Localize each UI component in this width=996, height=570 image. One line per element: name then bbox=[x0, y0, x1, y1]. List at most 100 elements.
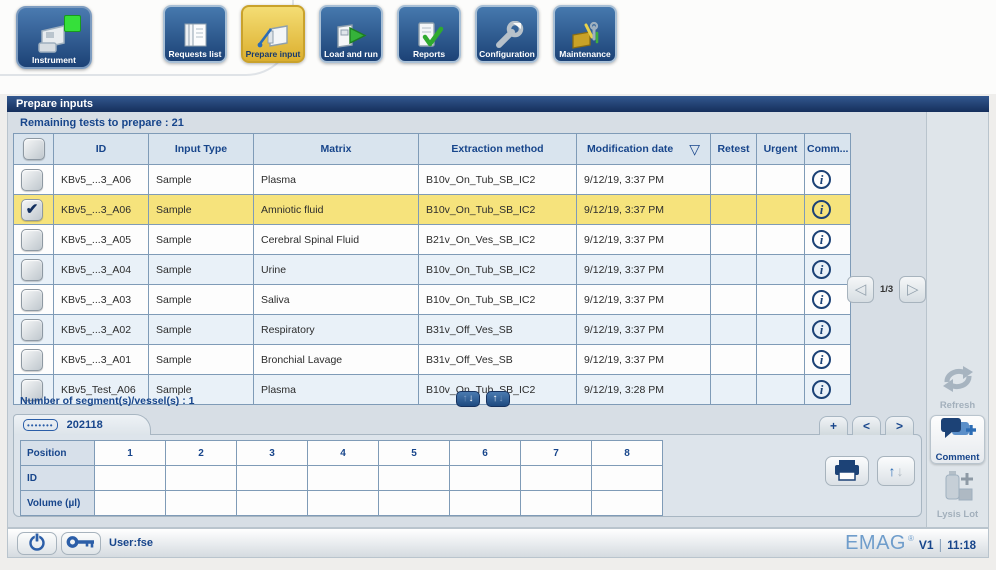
volume-cell[interactable] bbox=[520, 490, 592, 516]
refresh-button[interactable]: Refresh bbox=[930, 362, 985, 411]
row-checkbox[interactable] bbox=[21, 378, 43, 401]
comment-icon bbox=[931, 416, 984, 448]
comment-info-button[interactable]: i bbox=[812, 170, 831, 189]
test-row[interactable]: KBv5_...3_A02 Sample Respiratory B31v_Of… bbox=[13, 314, 852, 345]
test-row[interactable]: KBv5_Test_A06 Sample Plasma B10v_On_Tub_… bbox=[13, 374, 852, 405]
column-header-input-type[interactable]: Input Type bbox=[148, 133, 254, 165]
nav-reports-button[interactable]: Reports bbox=[397, 5, 461, 63]
test-row[interactable]: KBv5_...3_A03 Sample Saliva B10v_On_Tub_… bbox=[13, 284, 852, 315]
lysis-lot-icon bbox=[930, 469, 985, 505]
nav-maintenance-button[interactable]: Maintenance bbox=[553, 5, 617, 63]
segment-tab[interactable]: ••••••• 202118 bbox=[13, 414, 151, 435]
position-cell[interactable]: 3 bbox=[236, 440, 308, 466]
comment-info-button[interactable]: i bbox=[812, 260, 831, 279]
test-row[interactable]: KBv5_...3_A06 Sample Plasma B10v_On_Tub_… bbox=[13, 164, 852, 195]
id-cell[interactable] bbox=[307, 465, 379, 491]
test-row[interactable]: KBv5_...3_A01 Sample Bronchial Lavage B3… bbox=[13, 344, 852, 375]
print-button[interactable] bbox=[825, 456, 869, 486]
transfer-buttons: ↑ ↓ ↑ ↓ bbox=[456, 391, 510, 407]
maintenance-icon bbox=[555, 21, 615, 51]
position-cell[interactable]: 5 bbox=[378, 440, 450, 466]
top-toolbar: Instrument Requests list bbox=[0, 0, 996, 94]
page-next-button[interactable]: ▷ bbox=[899, 276, 927, 303]
column-header-urgent[interactable]: Urgent bbox=[756, 133, 805, 165]
nav-requests-list-button[interactable]: Requests list bbox=[163, 5, 227, 63]
login-key-button[interactable] bbox=[61, 532, 101, 555]
comment-info-button[interactable]: i bbox=[812, 200, 831, 219]
next-tab-button[interactable]: > bbox=[885, 416, 914, 435]
status-bar: User:fse EMAG ® V1 | 11:18 bbox=[7, 528, 989, 558]
test-row-selected[interactable]: ✔ KBv5_...3_A06 Sample Amniotic fluid B1… bbox=[13, 194, 852, 225]
row-checkbox[interactable] bbox=[21, 258, 43, 281]
id-cell[interactable] bbox=[94, 465, 166, 491]
nav-prepare-input-button[interactable]: Prepare input bbox=[241, 5, 305, 63]
page-title: Prepare inputs bbox=[7, 96, 989, 112]
volume-cell[interactable] bbox=[591, 490, 663, 516]
id-cell[interactable] bbox=[236, 465, 308, 491]
column-header-extraction[interactable]: Extraction method bbox=[418, 133, 577, 165]
volume-cell[interactable] bbox=[165, 490, 237, 516]
comment-info-button[interactable]: i bbox=[812, 350, 831, 369]
column-header-id[interactable]: ID bbox=[53, 133, 149, 165]
page-previous-button[interactable]: ◁ bbox=[847, 276, 874, 303]
position-cell[interactable]: 7 bbox=[520, 440, 592, 466]
volume-cell[interactable] bbox=[378, 490, 450, 516]
reorder-updown-button[interactable]: ↑ ↓ bbox=[877, 456, 915, 486]
row-checkbox[interactable] bbox=[21, 348, 43, 371]
volume-cell[interactable] bbox=[236, 490, 308, 516]
segment-tab-label: 202118 bbox=[66, 419, 103, 431]
select-all-checkbox[interactable] bbox=[22, 138, 45, 160]
comment-info-button[interactable]: i bbox=[812, 320, 831, 339]
comment-info-button[interactable]: i bbox=[812, 380, 831, 399]
id-row-header: ID bbox=[20, 465, 95, 491]
segment-dots-icon: ••••••• bbox=[23, 419, 58, 431]
id-cell[interactable] bbox=[520, 465, 592, 491]
position-cell[interactable]: 4 bbox=[307, 440, 379, 466]
lysis-lot-button[interactable]: Lysis Lot bbox=[930, 469, 985, 520]
comment-info-button[interactable]: i bbox=[812, 230, 831, 249]
add-tab-button[interactable]: + bbox=[819, 416, 848, 435]
nav-configuration-button[interactable]: Configuration bbox=[475, 5, 539, 63]
column-header-retest[interactable]: Retest bbox=[710, 133, 757, 165]
nav-buttons: Requests list Prepare input bbox=[163, 5, 617, 63]
previous-tab-button[interactable]: < bbox=[852, 416, 881, 435]
transfer-up-button[interactable]: ↑ ↓ bbox=[486, 391, 510, 407]
column-header-matrix[interactable]: Matrix bbox=[253, 133, 419, 165]
id-cell[interactable] bbox=[591, 465, 663, 491]
id-cell[interactable] bbox=[449, 465, 521, 491]
row-checkbox-checked[interactable]: ✔ bbox=[21, 198, 43, 221]
position-row-header: Position bbox=[20, 440, 95, 466]
comment-info-button[interactable]: i bbox=[812, 290, 831, 309]
volume-cell[interactable] bbox=[307, 490, 379, 516]
position-cell[interactable]: 1 bbox=[94, 440, 166, 466]
id-cell[interactable] bbox=[165, 465, 237, 491]
row-checkbox[interactable] bbox=[21, 318, 43, 341]
power-button[interactable] bbox=[17, 532, 57, 555]
comment-button[interactable]: Comment bbox=[930, 415, 985, 464]
test-row[interactable]: KBv5_...3_A04 Sample Urine B10v_On_Tub_S… bbox=[13, 254, 852, 285]
table-pagination: ◁ 1/3 ▷ bbox=[847, 276, 927, 303]
refresh-icon bbox=[930, 362, 985, 396]
volume-row: Volume (µl) bbox=[20, 490, 663, 516]
filter-icon[interactable]: ▽ bbox=[689, 140, 701, 157]
key-icon bbox=[66, 533, 96, 554]
version-label: V1 bbox=[918, 538, 934, 552]
transfer-down-button[interactable]: ↑ ↓ bbox=[456, 391, 480, 407]
position-cell[interactable]: 8 bbox=[591, 440, 663, 466]
column-header-mod-date[interactable]: Modification date ▽ bbox=[576, 133, 711, 165]
main-panel: Remaining tests to prepare : 21 ID Input… bbox=[7, 112, 989, 528]
position-cell[interactable]: 6 bbox=[449, 440, 521, 466]
row-checkbox[interactable] bbox=[21, 168, 43, 191]
position-cell[interactable]: 2 bbox=[165, 440, 237, 466]
id-cell[interactable] bbox=[378, 465, 450, 491]
row-checkbox[interactable] bbox=[21, 288, 43, 311]
test-row[interactable]: KBv5_...3_A05 Sample Cerebral Spinal Flu… bbox=[13, 224, 852, 255]
volume-cell[interactable] bbox=[449, 490, 521, 516]
requests-list-icon bbox=[165, 21, 225, 51]
row-checkbox[interactable] bbox=[21, 228, 43, 251]
volume-cell[interactable] bbox=[94, 490, 166, 516]
instrument-button[interactable]: Instrument bbox=[16, 6, 92, 69]
brand-block: EMAG ® V1 | 11:18 bbox=[845, 532, 976, 555]
nav-load-and-run-button[interactable]: Load and run bbox=[319, 5, 383, 63]
column-header-comment[interactable]: Comm... bbox=[803, 133, 852, 165]
